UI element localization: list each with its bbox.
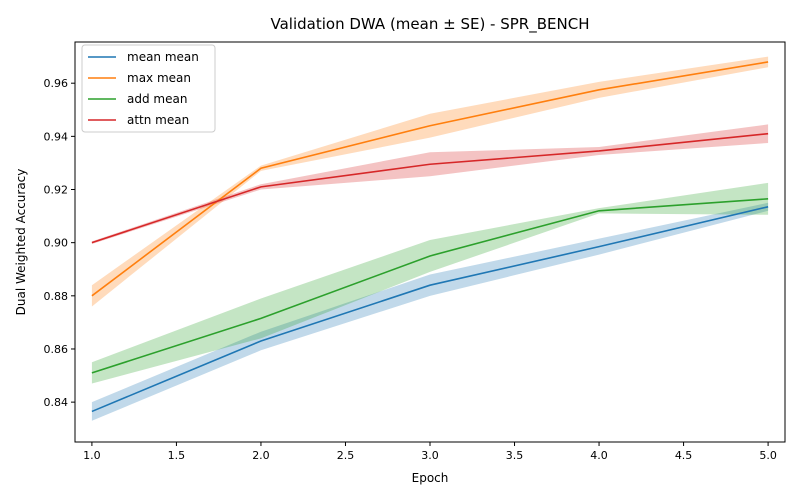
series-line-1: [91, 61, 769, 297]
y-tick-label: 0.94: [44, 130, 69, 143]
error-band-0: [91, 202, 769, 421]
series-line-0: [91, 206, 769, 413]
legend-label-2: add mean: [127, 92, 187, 106]
y-tick-label: 0.92: [44, 184, 69, 197]
y-tick-label: 0.88: [44, 290, 69, 303]
error-band-2: [91, 182, 769, 384]
x-tick-label: 3.5: [506, 449, 524, 462]
error-band-3: [91, 124, 769, 244]
x-tick-label: 5.0: [759, 449, 777, 462]
x-tick-label: 4.5: [675, 449, 693, 462]
x-tick-label: 2.5: [337, 449, 355, 462]
x-axis-label: Epoch: [412, 471, 449, 485]
legend-box: [81, 44, 216, 133]
legend-label-3: attn mean: [127, 113, 189, 127]
y-tick-label: 0.86: [44, 343, 69, 356]
y-axis-label: Dual Weighted Accuracy: [14, 169, 28, 316]
x-tick-label: 2.0: [252, 449, 270, 462]
legend-label-0: mean mean: [127, 50, 199, 64]
y-axis-ticks: 0.84 0.86 0.88 0.90 0.92 0.94 0.96: [44, 77, 75, 409]
y-tick-label: 0.96: [44, 77, 69, 90]
series-lines: [91, 61, 769, 413]
y-tick-label: 0.84: [44, 396, 69, 409]
x-tick-label: 4.0: [590, 449, 608, 462]
error-bands: [91, 56, 769, 421]
series-line-2: [91, 198, 769, 374]
y-tick-label: 0.90: [44, 237, 69, 250]
x-tick-label: 1.5: [168, 449, 186, 462]
chart-title: Validation DWA (mean ± SE) - SPR_BENCH: [271, 15, 590, 34]
x-axis-ticks: 1.0 1.5 2.0 2.5 3.0 3.5 4.0 4.5 5.0: [83, 442, 777, 462]
legend: mean mean max mean add mean attn mean: [81, 44, 216, 133]
x-tick-label: 3.0: [421, 449, 439, 462]
series-line-3: [91, 132, 769, 244]
legend-label-1: max mean: [127, 71, 191, 85]
x-tick-label: 1.0: [83, 449, 101, 462]
